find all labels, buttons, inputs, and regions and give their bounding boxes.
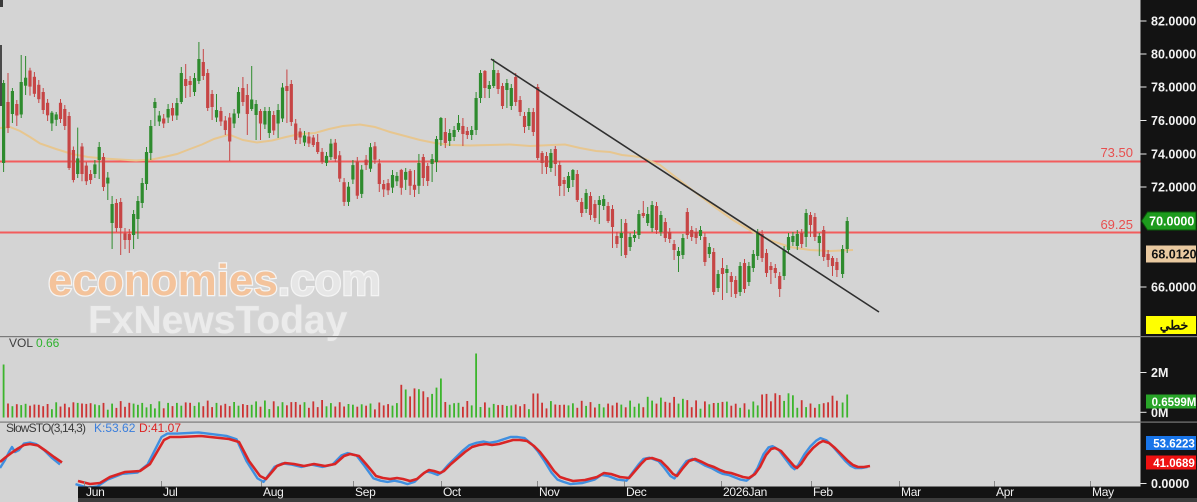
- svg-text:خطي: خطي: [1160, 319, 1189, 334]
- svg-text:76.0000: 76.0000: [1151, 114, 1196, 128]
- svg-text:70.0000: 70.0000: [1149, 215, 1194, 229]
- svg-text:Nov: Nov: [539, 485, 560, 499]
- svg-text:0M: 0M: [1151, 406, 1168, 420]
- svg-text:0.66: 0.66: [36, 336, 60, 350]
- svg-text:72.0000: 72.0000: [1151, 181, 1196, 195]
- svg-text:41.0689: 41.0689: [1153, 458, 1195, 470]
- svg-text:80.0000: 80.0000: [1151, 48, 1196, 62]
- svg-text:K:53.62: K:53.62: [94, 421, 136, 435]
- svg-text:D:41.07: D:41.07: [139, 421, 181, 435]
- svg-text:Aug: Aug: [263, 485, 283, 499]
- svg-text:78.0000: 78.0000: [1151, 81, 1196, 95]
- svg-text:53.6223: 53.6223: [1153, 439, 1195, 451]
- svg-text:economies.com: economies.com: [48, 256, 381, 305]
- svg-text:Sep: Sep: [355, 485, 376, 499]
- svg-text:66.0000: 66.0000: [1151, 281, 1196, 295]
- svg-text:2026Jan: 2026Jan: [723, 485, 767, 499]
- svg-text:0.6599M: 0.6599M: [1152, 397, 1197, 409]
- svg-text:2M: 2M: [1151, 366, 1168, 380]
- svg-text:73.50: 73.50: [1100, 145, 1133, 160]
- svg-text:VOL: VOL: [9, 336, 33, 350]
- svg-text:Mar: Mar: [901, 485, 921, 499]
- svg-text:82.0000: 82.0000: [1151, 15, 1196, 29]
- svg-text:69.25: 69.25: [1100, 217, 1133, 232]
- svg-text:68.0120: 68.0120: [1151, 248, 1196, 262]
- svg-text:Oct: Oct: [443, 485, 462, 499]
- svg-text:Feb: Feb: [813, 485, 833, 499]
- svg-text:May: May: [1092, 485, 1114, 499]
- svg-text:Jun: Jun: [86, 485, 104, 499]
- svg-text:Dec: Dec: [626, 485, 647, 499]
- svg-text:Apr: Apr: [996, 485, 1014, 499]
- svg-text:Jul: Jul: [163, 485, 177, 499]
- svg-text:SlowSTO(3,14,3): SlowSTO(3,14,3): [6, 421, 86, 435]
- svg-text:0.0000: 0.0000: [1151, 477, 1189, 491]
- svg-text:74.0000: 74.0000: [1151, 148, 1196, 162]
- svg-text:FxNewsToday: FxNewsToday: [88, 299, 348, 342]
